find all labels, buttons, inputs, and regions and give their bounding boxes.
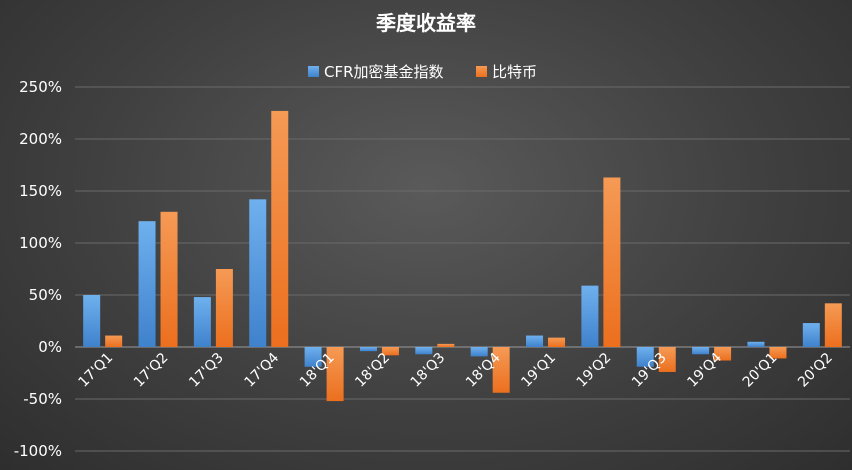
y-tick-label: 50% [29, 286, 62, 304]
bar-series-1 [249, 199, 267, 347]
bars [83, 110, 842, 402]
x-tick-label: 18'Q3 [408, 350, 449, 391]
x-tick-label: 17'Q1 [75, 350, 116, 391]
bar-series-2 [381, 347, 399, 356]
y-tick-label: 100% [19, 234, 62, 252]
legend-label-series-2: 比特币 [492, 63, 537, 81]
bar-series-2 [326, 347, 344, 402]
bar-series-1 [692, 347, 710, 355]
bar-series-1 [193, 297, 211, 347]
bar-series-2 [824, 303, 842, 347]
x-tick-label: 20'Q2 [795, 350, 836, 391]
legend-swatch-series-1 [308, 66, 319, 77]
x-tick-label: 20'Q1 [740, 350, 781, 391]
y-tick-label: -50% [23, 390, 62, 408]
y-tick-label: 0% [38, 338, 62, 356]
legend-swatch-series-2 [476, 66, 487, 77]
bar-series-2 [603, 177, 621, 347]
x-tick-label: 19'Q2 [574, 350, 615, 391]
bar-series-1 [802, 323, 820, 347]
bar-series-2 [215, 269, 233, 347]
bar-series-2 [714, 347, 732, 361]
bar-series-1 [138, 221, 156, 347]
bar-series-2 [548, 337, 566, 347]
legend-label-series-1: CFR加密基金指数 [324, 63, 444, 81]
x-tick-label: 18'Q2 [352, 350, 393, 391]
bar-series-2 [271, 110, 289, 347]
y-axis: 250% 200% 150% 100% 50% 0% -50% -100% [14, 78, 62, 460]
bar-series-2 [492, 347, 510, 393]
bar-series-2 [769, 347, 787, 359]
legend: CFR加密基金指数 比特币 [308, 63, 537, 81]
x-tick-label: 19'Q1 [518, 350, 559, 391]
bar-series-1 [526, 335, 544, 347]
x-tick-label: 17'Q3 [186, 350, 227, 391]
bar-series-1 [636, 347, 654, 367]
bar-series-2 [105, 335, 123, 347]
bar-series-2 [160, 211, 178, 347]
x-tick-label: 17'Q2 [131, 350, 172, 391]
chart-title: 季度收益率 [375, 11, 476, 35]
y-tick-label: 200% [19, 130, 62, 148]
y-tick-label: 250% [19, 78, 62, 96]
bar-series-1 [581, 285, 599, 347]
y-tick-label: 150% [19, 182, 62, 200]
bar-series-1 [415, 347, 433, 355]
bar-series-2 [658, 347, 676, 372]
bar-series-1 [359, 347, 377, 352]
bar-series-2 [437, 343, 455, 347]
gridlines [75, 86, 850, 452]
bar-series-1 [747, 341, 765, 347]
bar-series-1 [83, 295, 101, 347]
bar-series-1 [470, 347, 488, 357]
x-tick-label: 19'Q4 [684, 350, 725, 391]
y-tick-label: -100% [14, 442, 62, 460]
x-tick-label: 17'Q4 [242, 350, 283, 391]
bar-series-1 [304, 347, 322, 367]
